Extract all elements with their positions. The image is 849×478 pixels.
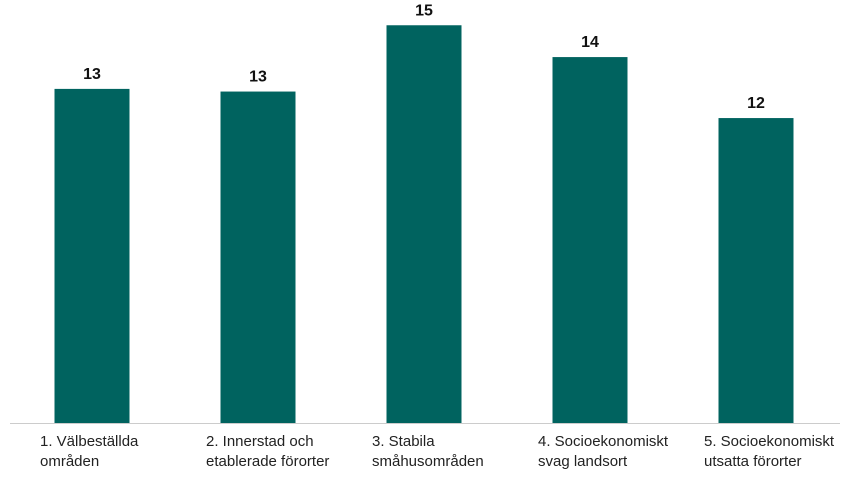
x-tick-label: 2. Innerstad och etablerade förorter bbox=[206, 433, 330, 470]
bar bbox=[220, 91, 296, 423]
x-tick-label: 4. Socioekonomiskt svag landsort bbox=[538, 433, 669, 470]
bar bbox=[718, 118, 794, 423]
x-tick-label: 1. Välbeställda områden bbox=[40, 433, 139, 470]
value-label: 14 bbox=[581, 34, 599, 51]
bar bbox=[552, 57, 628, 423]
x-tick-label: 3. Stabila småhusområden bbox=[372, 433, 484, 470]
x-tick-label: 5. Socioekonomiskt utsatta förorter bbox=[704, 433, 835, 470]
bar bbox=[386, 25, 462, 424]
value-label: 12 bbox=[747, 95, 765, 112]
bar bbox=[54, 88, 130, 423]
value-label: 13 bbox=[249, 69, 267, 86]
value-label: 13 bbox=[83, 66, 101, 83]
value-label: 15 bbox=[415, 2, 433, 19]
